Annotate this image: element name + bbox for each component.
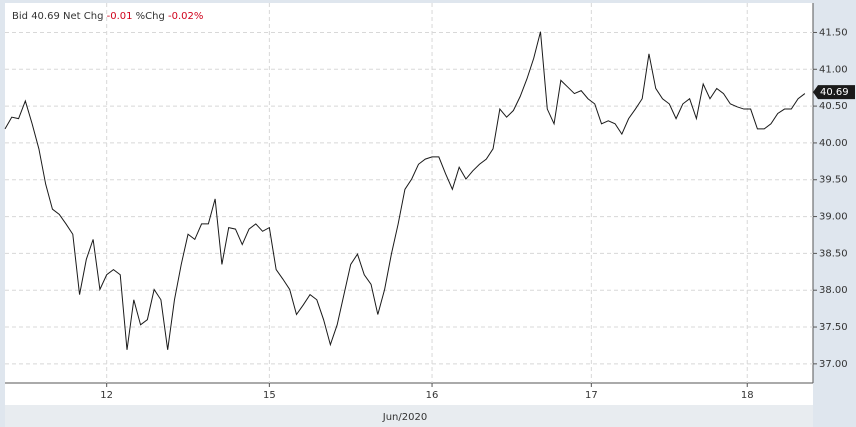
- x-tick-label: 15: [263, 390, 276, 401]
- price-line: [4, 31, 806, 350]
- y-tick-label: 40.50: [819, 101, 848, 112]
- y-tick-label: 38.50: [819, 248, 848, 259]
- last-value-label: 40.69: [820, 87, 849, 98]
- plot-area: [5, 3, 813, 383]
- x-tick-label: 16: [426, 390, 439, 401]
- y-tick-label: 41.50: [819, 27, 848, 38]
- x-tick-label: 17: [585, 390, 598, 401]
- x-tick-label: 18: [741, 390, 754, 401]
- x-axis-title: Jun/2020: [382, 412, 427, 423]
- x-tick-label: 12: [100, 390, 113, 401]
- y-tick-label: 39.00: [819, 212, 848, 223]
- y-tick-label: 40.00: [819, 138, 848, 149]
- quote-label: Bid 40.69 Net Chg -0.01 %Chg -0.02%: [12, 11, 203, 22]
- y-tick-label: 39.50: [819, 175, 848, 186]
- y-tick-label: 41.00: [819, 64, 848, 75]
- y-tick-label: 38.00: [819, 285, 848, 296]
- last-value-badge: [813, 85, 855, 100]
- x-label-band: [5, 405, 813, 427]
- y-tick-label: 37.00: [819, 359, 848, 370]
- x-axis-band: [5, 383, 813, 405]
- y-tick-label: 37.50: [819, 322, 848, 333]
